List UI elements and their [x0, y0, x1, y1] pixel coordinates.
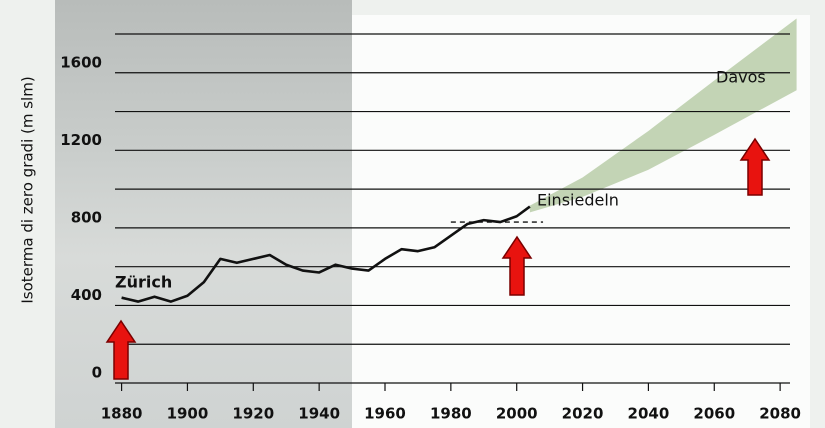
x-tick-label: 1980	[430, 405, 472, 423]
x-tick-label: 2000	[496, 405, 538, 423]
arrow	[739, 137, 771, 196]
x-tick-label: 1900	[167, 405, 209, 423]
arrows	[105, 137, 771, 380]
arrow	[105, 319, 137, 380]
x-tick-label: 1940	[298, 405, 340, 423]
arrow	[501, 235, 533, 296]
y-tick-label: 1600	[60, 53, 102, 71]
y-axis-title: Isoterma di zero gradi (m slm)	[19, 76, 37, 303]
x-tick-label: 1920	[232, 405, 274, 423]
annotation: Zürich	[115, 273, 172, 292]
y-tick-label: 0	[92, 364, 102, 382]
x-tick-label: 2020	[562, 405, 604, 423]
x-tick-label: 2080	[759, 405, 801, 423]
data-line	[121, 205, 531, 303]
x-tick-label: 1880	[101, 405, 143, 423]
y-tick-label: 400	[71, 286, 102, 304]
photo-backdrop	[55, 0, 352, 428]
annotation: Einsiedeln	[537, 191, 619, 210]
plot: 0 400 800 1200 1600 1880 1900 1920 1940 1960 1980 2…	[60, 18, 801, 423]
x-tick-label: 2060	[693, 405, 735, 423]
y-tick-label: 800	[71, 208, 102, 226]
annotation: Davos	[716, 68, 766, 87]
x-tick-label: 2040	[628, 405, 670, 423]
projection-band	[529, 18, 797, 213]
y-tick-label: 1200	[60, 131, 102, 149]
x-tick-label: 1960	[364, 405, 406, 423]
